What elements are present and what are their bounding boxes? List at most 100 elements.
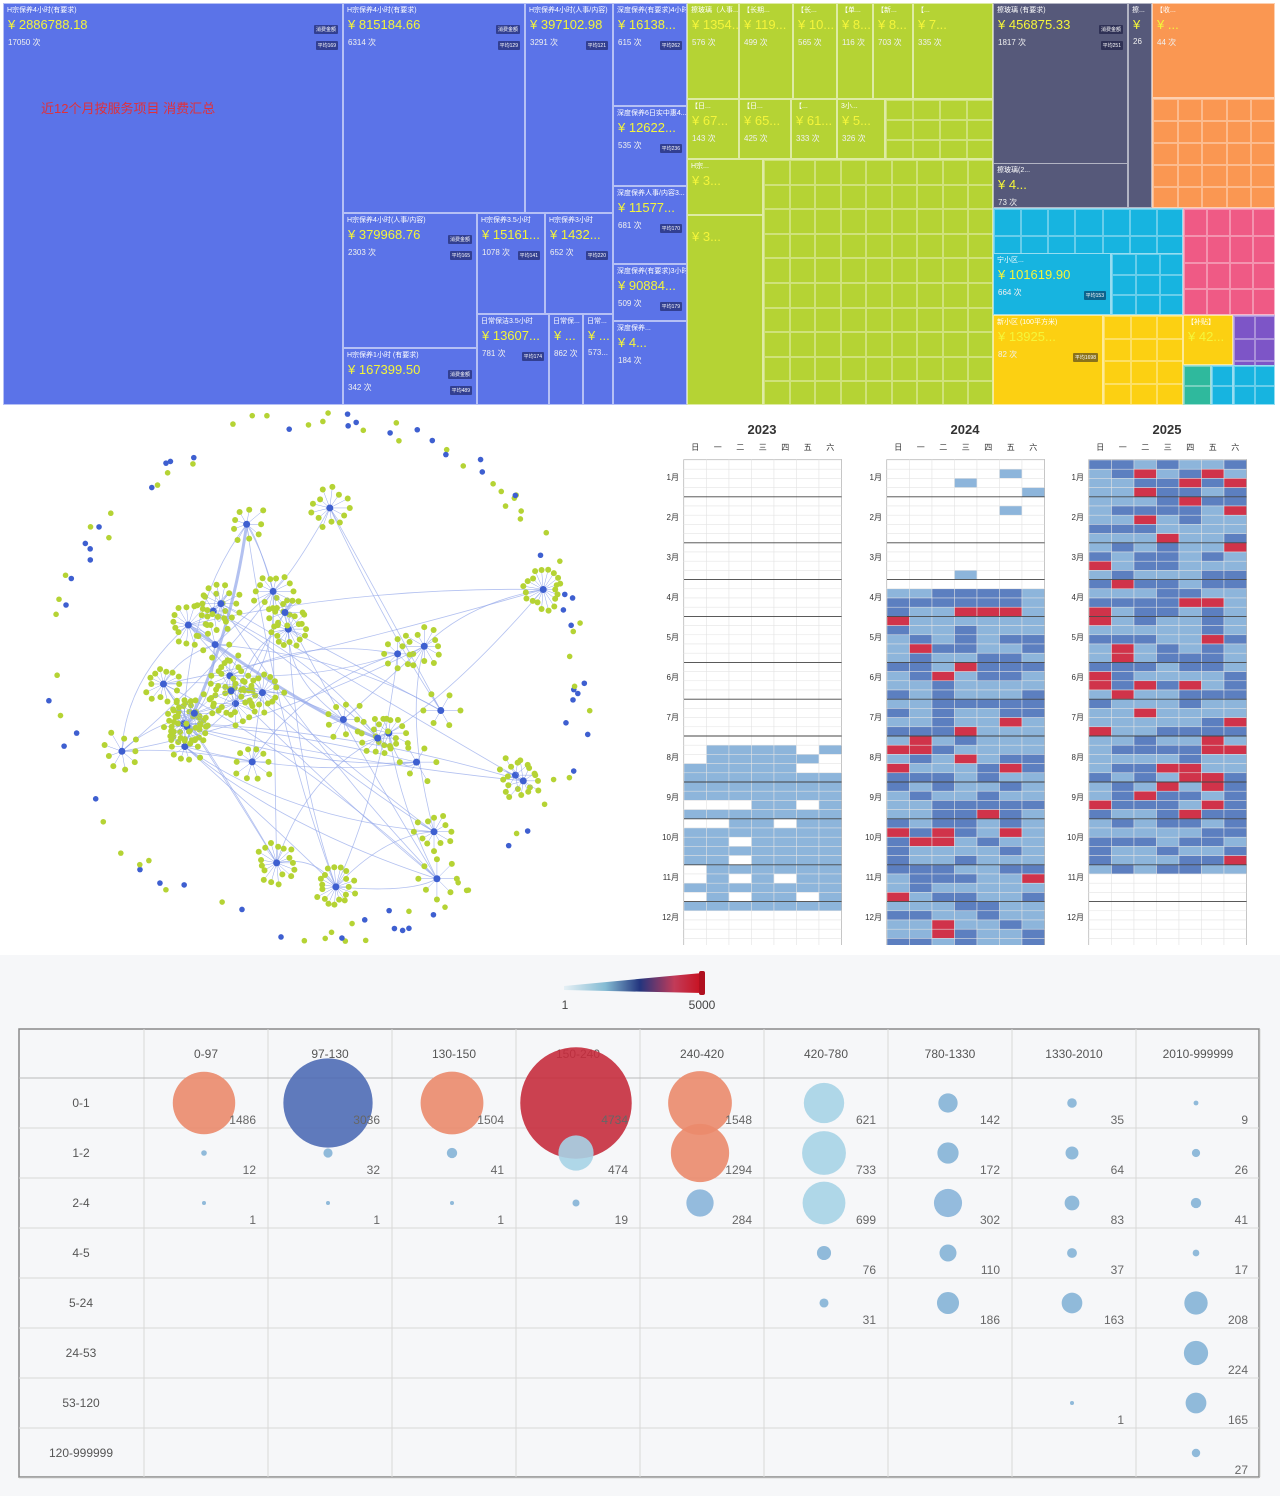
calendar-day-cell[interactable] — [683, 836, 707, 847]
calendar-day-cell[interactable] — [909, 928, 933, 939]
calendar-day-cell[interactable] — [1156, 763, 1180, 774]
graph-node[interactable] — [448, 828, 455, 835]
graph-node[interactable] — [442, 904, 448, 910]
graph-node[interactable] — [372, 748, 379, 755]
calendar-day-cell[interactable] — [886, 809, 910, 820]
calendar-day-cell[interactable] — [1178, 496, 1202, 507]
calendar-day-cell[interactable] — [1021, 781, 1045, 792]
graph-node[interactable] — [435, 651, 442, 658]
calendar-day-cell[interactable] — [1156, 919, 1180, 930]
calendar-day-cell[interactable] — [728, 478, 752, 488]
calendar-day-cell[interactable] — [706, 781, 730, 792]
graph-node[interactable] — [571, 683, 578, 690]
calendar-day-cell[interactable] — [1088, 606, 1112, 617]
calendar-day-cell[interactable] — [931, 882, 955, 893]
calendar-day-cell[interactable] — [954, 818, 978, 829]
graph-node[interactable] — [191, 603, 198, 610]
calendar-day-cell[interactable] — [1133, 662, 1157, 672]
calendar-day-cell[interactable] — [706, 809, 730, 820]
graph-node[interactable] — [256, 701, 263, 708]
calendar-day-cell[interactable] — [976, 726, 1000, 737]
calendar-day-cell[interactable] — [818, 938, 842, 945]
calendar-day-cell[interactable] — [954, 910, 978, 921]
bubble-mark[interactable] — [816, 1245, 832, 1261]
graph-node[interactable] — [479, 469, 486, 475]
calendar-day-cell[interactable] — [818, 662, 842, 672]
calendar-day-cell[interactable] — [796, 938, 820, 945]
calendar-day-cell[interactable] — [1088, 846, 1112, 856]
calendar-day-cell[interactable] — [886, 846, 910, 856]
calendar-day-cell[interactable] — [1133, 809, 1157, 820]
graph-node[interactable] — [429, 437, 436, 444]
calendar-day-cell[interactable] — [1201, 570, 1225, 580]
calendar-day-cell[interactable] — [683, 763, 707, 774]
calendar-day-cell[interactable] — [1178, 468, 1202, 479]
graph-node[interactable] — [317, 496, 324, 503]
calendar-day-cell[interactable] — [728, 772, 752, 783]
calendar-day-cell[interactable] — [751, 855, 775, 866]
graph-node[interactable] — [169, 669, 176, 676]
calendar-day-cell[interactable] — [976, 496, 1000, 507]
calendar-day-cell[interactable] — [954, 781, 978, 792]
treemap-tile[interactable]: 日常... ¥ ... 573... — [583, 314, 613, 405]
calendar-day-cell[interactable] — [1088, 478, 1112, 488]
calendar-day-cell[interactable] — [1223, 735, 1247, 746]
calendar-day-cell[interactable] — [909, 680, 933, 691]
calendar-day-cell[interactable] — [954, 855, 978, 866]
calendar-day-cell[interactable] — [1021, 588, 1045, 599]
calendar-day-cell[interactable] — [886, 652, 910, 663]
graph-node[interactable] — [529, 597, 536, 604]
calendar-day-cell[interactable] — [683, 625, 707, 636]
calendar-day-cell[interactable] — [1111, 818, 1135, 829]
calendar-day-cell[interactable] — [796, 579, 820, 590]
calendar-day-cell[interactable] — [1021, 892, 1045, 902]
calendar-day-cell[interactable] — [1178, 662, 1202, 672]
graph-node[interactable] — [359, 739, 366, 746]
graph-node[interactable] — [421, 658, 428, 665]
calendar-day-cell[interactable] — [976, 634, 1000, 645]
calendar-day-cell[interactable] — [818, 781, 842, 792]
calendar-day-cell[interactable] — [706, 505, 730, 516]
calendar-day-cell[interactable] — [1223, 855, 1247, 866]
calendar-day-cell[interactable] — [976, 680, 1000, 691]
calendar-day-cell[interactable] — [818, 616, 842, 626]
graph-node[interactable] — [170, 728, 177, 735]
calendar-day-cell[interactable] — [1156, 496, 1180, 507]
calendar-day-cell[interactable] — [796, 597, 820, 608]
calendar-day-cell[interactable] — [1021, 680, 1045, 691]
graph-node[interactable] — [231, 709, 238, 716]
graph-node[interactable] — [534, 777, 541, 784]
calendar-day-cell[interactable] — [706, 689, 730, 700]
graph-node[interactable] — [421, 745, 428, 752]
calendar-day-cell[interactable] — [886, 698, 910, 709]
calendar-day-cell[interactable] — [954, 754, 978, 764]
graph-node[interactable] — [404, 661, 411, 668]
calendar-day-cell[interactable] — [1223, 790, 1247, 801]
bubble-mark[interactable] — [933, 1188, 963, 1218]
graph-node[interactable] — [279, 871, 286, 878]
calendar-day-cell[interactable] — [1088, 938, 1112, 945]
calendar-day-cell[interactable] — [999, 524, 1023, 534]
graph-node[interactable] — [406, 638, 413, 645]
calendar-day-cell[interactable] — [1021, 671, 1045, 682]
calendar-day-cell[interactable] — [1111, 827, 1135, 838]
graph-node[interactable] — [204, 607, 211, 614]
calendar-day-cell[interactable] — [818, 505, 842, 516]
graph-node[interactable] — [406, 770, 413, 777]
calendar-day-cell[interactable] — [909, 560, 933, 571]
graph-node[interactable] — [336, 519, 343, 526]
calendar-day-cell[interactable] — [773, 855, 797, 866]
calendar-day-cell[interactable] — [931, 855, 955, 866]
graph-node[interactable] — [268, 629, 275, 636]
calendar-day-cell[interactable] — [909, 459, 933, 470]
graph-node[interactable] — [568, 622, 574, 629]
calendar-day-cell[interactable] — [1133, 505, 1157, 516]
graph-node[interactable] — [342, 701, 349, 708]
graph-node[interactable] — [550, 570, 557, 577]
calendar-day-cell[interactable] — [1178, 671, 1202, 682]
calendar-day-cell[interactable] — [999, 855, 1023, 866]
calendar-day-cell[interactable] — [728, 579, 752, 590]
graph-node[interactable] — [538, 606, 545, 613]
calendar-day-cell[interactable] — [1201, 505, 1225, 516]
calendar-day-cell[interactable] — [999, 818, 1023, 829]
